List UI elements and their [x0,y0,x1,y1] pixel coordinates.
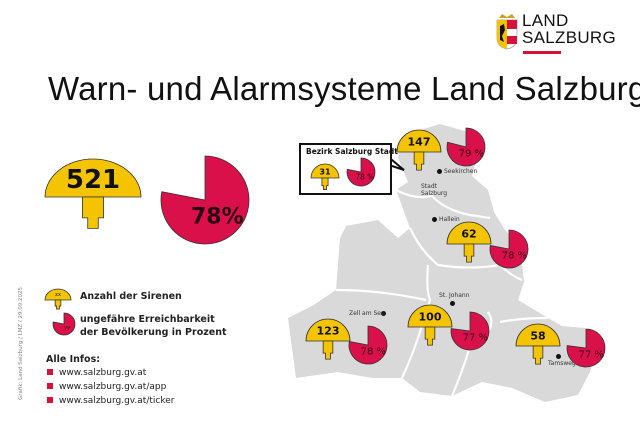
siren-icon-lungau [515,323,561,365]
legend-reach-label: ungefähre Erreichbarkeit der Bevölkerung… [80,313,227,339]
town-dot-tamsweg [556,354,561,359]
link-text[interactable]: www.salzburg.gv.at [59,368,147,378]
siren-icon-pongau [407,304,453,346]
reach-pie-lungau [566,328,606,368]
town-dot-seekirchen [437,169,442,174]
siren-count-flachgau: 147 [407,135,431,149]
town-label-stadt-salzburg: Stadt Salzburg [421,183,447,197]
reach-pie-total [160,155,250,245]
infos-heading: Alle Infos: [46,354,101,365]
reach-percent-pongau: 77 % [462,332,489,344]
town-dot-hallein [432,217,437,222]
coat-of-arms-logo [496,14,518,50]
page-title: Warn- und Alarmsysteme Land Salzburg [48,70,640,107]
town-label-hallein: Hallein [439,216,460,223]
town-label-tamsweg: Tamsweg [548,360,576,367]
bullet-square-icon [47,383,53,389]
callout-title: Bezirk Salzburg Stadt [306,147,398,156]
siren-icon-flachgau [396,129,442,171]
siren-icon-total [44,158,142,229]
legend-reach-line-1: ungefähre Erreichbarkeit [80,314,215,325]
legend-reach-line-2: der Bevölkerung in Prozent [80,327,227,338]
siren-count-total: 521 [65,164,121,195]
siren-icon-legend [44,288,72,310]
siren-count-pinzgau: 123 [316,324,340,338]
town-label-line: Salzburg [421,190,448,197]
town-label-st-johann: St. Johann [439,292,470,299]
reach-percent-legend: yy [64,325,71,332]
siren-count-tennengau: 62 [461,227,477,241]
reach-pie-pongau [450,311,490,351]
info-link-website[interactable]: www.salzburg.gv.at [47,368,146,378]
siren-count-salzburg-stadt: 31 [319,167,331,177]
town-dot-zell-am-see [381,311,386,316]
siren-count-lungau: 58 [530,329,546,343]
siren-icon-tennengau [446,221,492,263]
logo-line-1: LAND [522,11,569,30]
reach-pie-pinzgau [348,325,388,365]
link-text[interactable]: www.salzburg.gv.at/app [59,382,167,392]
town-label-line: Stadt [421,183,437,190]
reach-percent-tennengau: 78 % [501,250,528,262]
reach-percent-total: 78% [190,204,244,230]
info-link-ticker[interactable]: www.salzburg.gv.at/ticker [47,396,174,406]
reach-percent-flachgau: 79 % [458,148,485,160]
reach-pie-tennengau [489,229,529,269]
logo-underline [523,51,561,54]
bullet-square-icon [47,397,53,403]
town-label-seekirchen: Seekirchen [444,168,478,175]
town-dot-st-johann [450,301,455,306]
reach-pie-flachgau [446,127,486,167]
siren-count-pongau: 100 [418,310,442,324]
district-borders [335,189,549,397]
siren-icon-pinzgau [305,318,351,360]
info-link-app[interactable]: www.salzburg.gv.at/app [47,382,166,392]
logo-text: LAND SALZBURG [522,12,616,46]
bullet-square-icon [47,369,53,375]
reach-percent-salzburg-stadt: 78 % [355,172,375,182]
legend-siren-label: Anzahl der Sirenen [80,291,182,302]
reach-pie-salzburg-stadt [346,157,376,187]
siren-count-legend: xx [55,292,61,299]
link-text[interactable]: www.salzburg.gv.at/ticker [59,396,175,406]
logo-line-2: SALZBURG [522,28,617,47]
town-label-zell-am-see: Zell am See [349,310,385,317]
reach-percent-lungau: 77 % [578,349,605,361]
reach-percent-pinzgau: 78 % [360,346,387,358]
siren-icon-salzburg-stadt [310,163,340,190]
reach-pie-legend [52,312,76,336]
